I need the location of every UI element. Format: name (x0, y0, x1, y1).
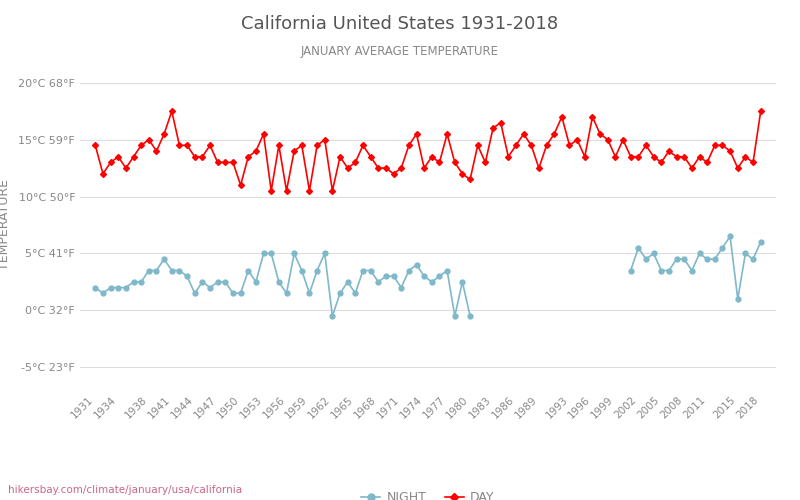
Legend: NIGHT, DAY: NIGHT, DAY (357, 486, 499, 500)
Y-axis label: TEMPERATURE: TEMPERATURE (0, 180, 11, 270)
Text: California United States 1931-2018: California United States 1931-2018 (242, 15, 558, 33)
Text: JANUARY AVERAGE TEMPERATURE: JANUARY AVERAGE TEMPERATURE (301, 45, 499, 58)
Text: hikersbay.com/climate/january/usa/california: hikersbay.com/climate/january/usa/califo… (8, 485, 242, 495)
